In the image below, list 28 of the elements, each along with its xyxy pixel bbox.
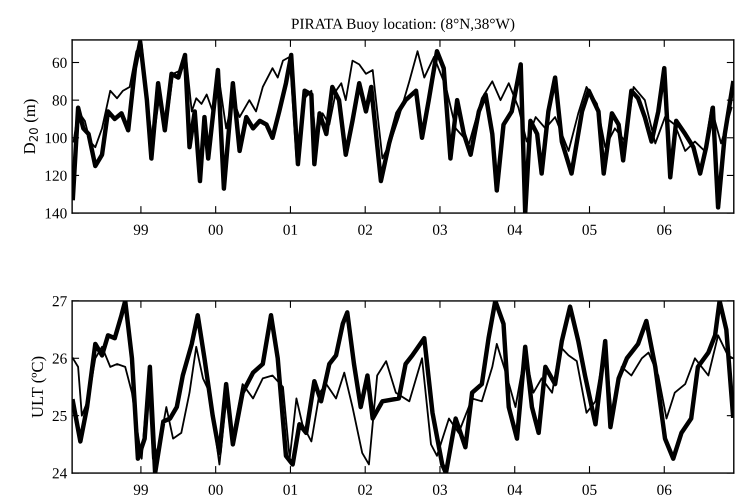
y-tick-label: 100 (46, 132, 67, 144)
chart-title: PIRATA Buoy location: (8°N,38°W) (291, 18, 514, 32)
x-tick-label: 99 (134, 224, 148, 235)
x-tick-label: 06 (657, 484, 672, 495)
x-tick-label: 01 (283, 224, 298, 235)
x-tick-label: 03 (432, 224, 448, 235)
x-tick-label: 00 (208, 224, 223, 235)
y-tick-label: 120 (46, 170, 67, 181)
x-tick-label: 06 (657, 224, 672, 235)
x-tick-label: 04 (508, 224, 522, 235)
x-tick-label: 04 (508, 484, 522, 495)
y-tick-label: 24 (52, 468, 68, 478)
y-tick-label: 26 (52, 353, 67, 364)
y-tick-label: 80 (52, 95, 67, 106)
x-tick-label: 05 (582, 224, 597, 235)
x-tick-label: 02 (358, 224, 372, 235)
x-tick-label: 02 (358, 484, 372, 495)
y-axis-title: ULT (ºC) (31, 356, 46, 418)
x-tick-label: 05 (582, 484, 597, 495)
x-tick-label: 03 (432, 484, 448, 495)
y-tick-label: 27 (52, 296, 67, 306)
y-axis-title: D$_{20}$ (m) (23, 99, 39, 154)
y-tick-label: 25 (52, 410, 67, 422)
x-tick-label: 01 (283, 484, 298, 495)
x-tick-label: 99 (134, 484, 148, 495)
y-tick-label: 60 (52, 58, 67, 68)
y-tick-label: 140 (46, 208, 67, 219)
x-tick-label: 00 (208, 484, 223, 495)
